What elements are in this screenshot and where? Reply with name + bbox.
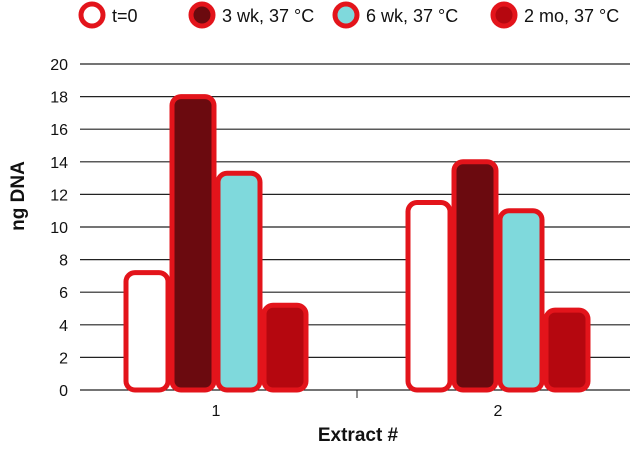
legend-label-3: 6 wk, 37 °C <box>366 6 458 26</box>
bar-4-extract-2 <box>543 307 591 393</box>
bar-2-extract-2 <box>451 159 499 393</box>
bar-3-extract-1 <box>215 170 263 393</box>
y-tick-label: 12 <box>50 187 68 204</box>
x-tick-label: 1 <box>212 403 221 420</box>
legend-label-4: 2 mo, 37 °C <box>524 6 619 26</box>
legend-marker-2 <box>188 1 216 29</box>
bar-3-extract-2 <box>497 208 545 393</box>
bar-2-extract-1 <box>169 94 217 393</box>
legend-marker-3 <box>332 1 360 29</box>
x-tick-label: 2 <box>494 403 503 420</box>
x-axis-title: Extract # <box>318 425 399 446</box>
y-tick-label: 20 <box>50 57 68 74</box>
bar-4-extract-1 <box>261 302 309 393</box>
legend-marker-4 <box>490 1 518 29</box>
y-tick-label: 14 <box>50 155 68 172</box>
legend-label-2: 3 wk, 37 °C <box>222 6 314 26</box>
y-tick-label: 18 <box>50 90 68 107</box>
legend-marker-1 <box>78 1 106 29</box>
y-axis-title: ng DNA <box>8 161 29 231</box>
bar-1-extract-1 <box>123 270 171 393</box>
y-tick-label: 8 <box>59 253 68 270</box>
y-tick-label: 6 <box>59 285 68 302</box>
legend: t=0 3 wk, 37 °C 6 wk, 37 °C 2 mo, 37 °C <box>78 1 619 29</box>
y-tick-label: 4 <box>59 318 68 335</box>
y-tick-label: 2 <box>59 350 68 367</box>
legend-label-1: t=0 <box>112 6 138 26</box>
y-tick-label: 0 <box>59 383 68 400</box>
y-tick-label: 16 <box>50 122 68 139</box>
y-tick-label: 10 <box>50 220 68 237</box>
bars <box>123 94 591 393</box>
bar-1-extract-2 <box>405 200 453 393</box>
